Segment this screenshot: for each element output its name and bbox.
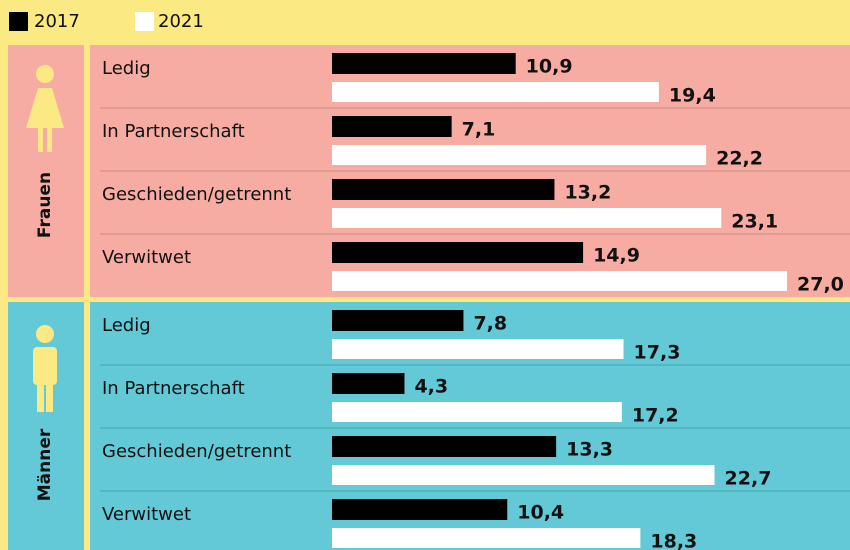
bar <box>332 436 557 457</box>
value-label: 22,7 <box>725 468 772 490</box>
category-label: In Partnerschaft <box>102 378 245 399</box>
icon-male <box>33 325 57 412</box>
category-label: Geschieden/getrennt <box>102 441 291 462</box>
group-label: Männer <box>35 428 55 501</box>
value-label: 13,3 <box>566 439 613 461</box>
value-label: 27,0 <box>797 274 844 296</box>
category-label: Verwitwet <box>102 504 191 525</box>
value-label: 19,4 <box>669 85 716 107</box>
value-label: 17,3 <box>634 342 681 364</box>
value-label: 13,2 <box>564 182 611 204</box>
bar <box>332 116 452 137</box>
value-label: 23,1 <box>731 211 778 233</box>
value-label: 10,4 <box>517 502 564 524</box>
bar <box>332 53 516 74</box>
bar <box>332 528 641 548</box>
value-label: 10,9 <box>526 56 573 78</box>
panel-label-bg <box>8 45 84 297</box>
bar <box>332 271 787 291</box>
icon-female <box>26 65 64 152</box>
legend-swatch <box>9 12 28 31</box>
bar <box>332 82 659 102</box>
category-label: In Partnerschaft <box>102 121 245 142</box>
bar <box>332 310 464 331</box>
panel-label-bg <box>8 302 84 550</box>
category-label: Verwitwet <box>102 247 191 268</box>
value-label: 4,3 <box>414 376 448 398</box>
bar <box>332 208 722 228</box>
category-label: Geschieden/getrennt <box>102 184 291 205</box>
bar <box>332 465 715 485</box>
bar <box>332 339 624 359</box>
value-label: 17,2 <box>632 405 679 427</box>
legend-label: 2021 <box>158 11 204 32</box>
value-label: 22,2 <box>716 148 763 170</box>
bar <box>332 179 555 200</box>
category-label: Ledig <box>102 58 151 79</box>
bar <box>332 145 707 165</box>
value-label: 7,8 <box>473 313 507 335</box>
legend-swatch <box>135 12 154 31</box>
value-label: 18,3 <box>650 531 697 550</box>
bar <box>332 402 622 422</box>
value-label: 7,1 <box>462 119 496 141</box>
group-label: Frauen <box>35 172 55 238</box>
bar <box>332 499 508 520</box>
value-label: 14,9 <box>593 245 640 267</box>
legend-label: 2017 <box>34 11 80 32</box>
bar <box>332 242 584 263</box>
category-label: Ledig <box>102 315 151 336</box>
bar <box>332 373 405 394</box>
